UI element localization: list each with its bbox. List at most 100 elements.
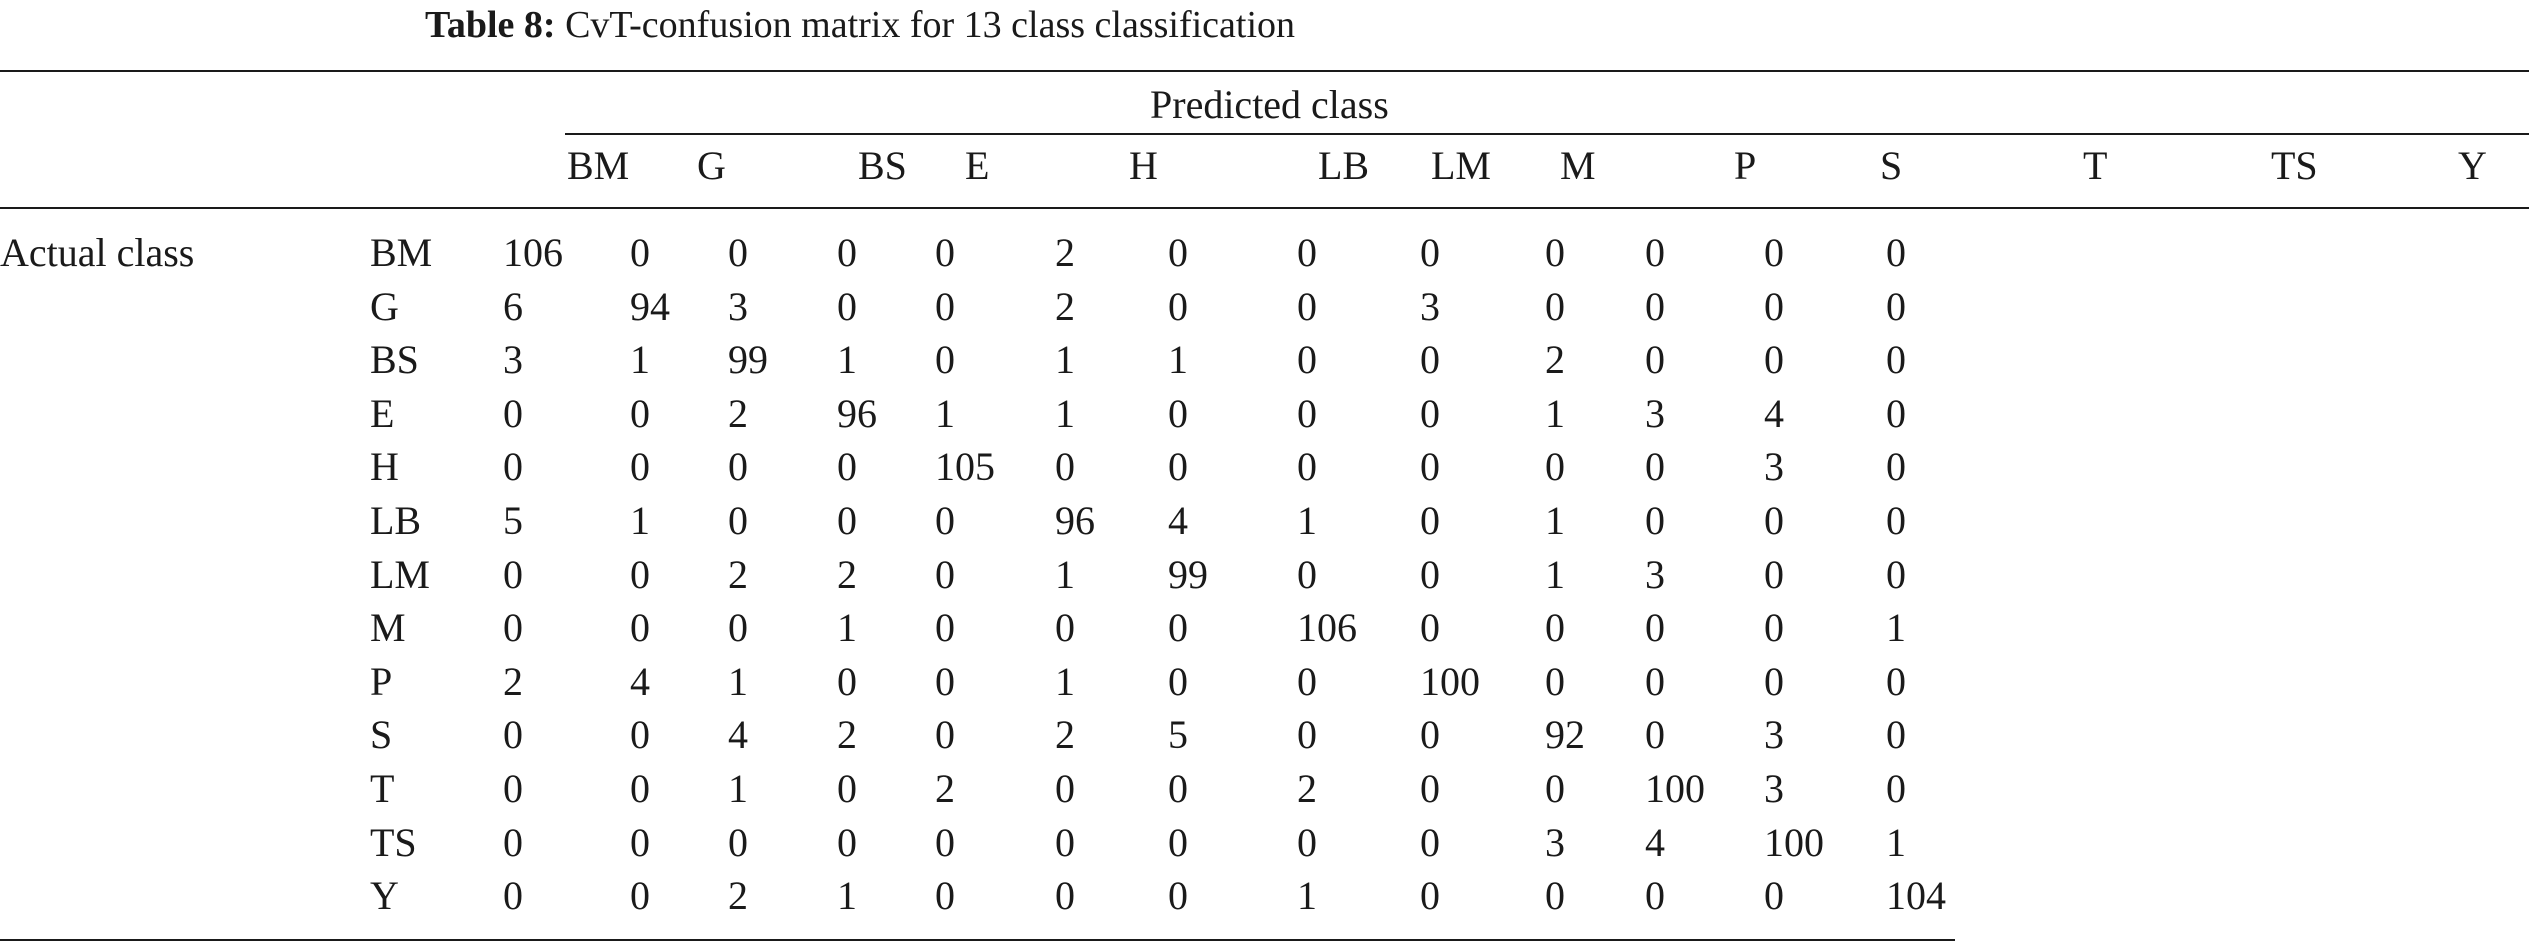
row-label-bs: BS [370, 337, 419, 383]
table-cell: 0 [1545, 283, 1565, 329]
table-cell: 0 [1764, 283, 1784, 329]
column-header-ts: TS [2271, 143, 2318, 188]
table-cell: 0 [630, 605, 650, 651]
table-cell: 0 [630, 551, 650, 597]
table-cell: 0 [837, 819, 857, 865]
table-cell: 3 [1764, 766, 1784, 811]
table-cell: 0 [630, 873, 650, 919]
table-cell: 0 [1545, 658, 1565, 704]
table-cell: 0 [1545, 605, 1565, 651]
table-cell: 2 [1055, 283, 1075, 329]
table-caption-text: CvT-confusion matrix for 13 class classi… [565, 4, 1296, 46]
table-cell: 0 [1886, 712, 1906, 758]
table-cell: 0 [503, 819, 523, 865]
column-header-lb: LB [1318, 143, 1370, 188]
table-cell: 0 [1545, 766, 1565, 811]
table-cell: 0 [1764, 551, 1784, 597]
row-label-p: P [370, 658, 393, 704]
table-cell: 0 [1886, 283, 1906, 329]
table-top-rule [0, 70, 2529, 72]
table-cell: 1 [1545, 551, 1565, 597]
table-cell: 0 [1420, 444, 1440, 490]
table-cell: 0 [935, 230, 955, 275]
table-cell: 0 [935, 605, 955, 651]
table-cell: 0 [1168, 283, 1188, 329]
table-cell: 0 [1545, 873, 1565, 919]
table-cell: 0 [1055, 873, 1075, 919]
table-cell: 0 [1764, 605, 1784, 651]
table-cell: 2 [728, 390, 748, 436]
table-cell: 3 [1764, 712, 1784, 758]
table-cell: 0 [935, 551, 955, 597]
table-cell: 1 [1545, 498, 1565, 543]
table-cell: 3 [1764, 444, 1784, 490]
table-cell: 0 [630, 766, 650, 811]
table-cell: 0 [1168, 230, 1188, 275]
column-header-p: P [1734, 143, 1757, 188]
table-cell: 0 [1168, 658, 1188, 704]
table-cell: 0 [1645, 658, 1665, 704]
table-cell: 106 [1297, 605, 1357, 651]
row-label-g: G [370, 283, 399, 329]
row-label-t: T [370, 766, 395, 811]
table-cell: 0 [1420, 390, 1440, 436]
table-cell: 0 [1055, 444, 1075, 490]
table-cell: 4 [728, 712, 748, 758]
table-cell: 1 [1886, 605, 1906, 651]
row-label-h: H [370, 444, 399, 490]
column-header-e: E [965, 143, 990, 188]
table-cell: 1 [630, 337, 650, 383]
table-cell: 0 [1420, 551, 1440, 597]
table-cell: 0 [1420, 766, 1440, 811]
table-cell: 0 [503, 873, 523, 919]
table-cell: 0 [935, 498, 955, 543]
table-caption: Table 8: CvT-confusion matrix for 13 cla… [425, 0, 1295, 50]
table-cell: 0 [1764, 498, 1784, 543]
table-cell: 0 [1420, 230, 1440, 275]
table-cell: 0 [503, 712, 523, 758]
table-cell: 1 [1886, 819, 1906, 865]
row-label-bm: BM [370, 230, 433, 275]
predicted-group-rule [565, 133, 2529, 135]
table-cell: 0 [1420, 819, 1440, 865]
table-cell: 0 [1168, 873, 1188, 919]
table-cell: 0 [1055, 819, 1075, 865]
table-cell: 1 [837, 337, 857, 383]
table-cell: 0 [630, 712, 650, 758]
table-cell: 0 [1886, 658, 1906, 704]
table-cell: 0 [1055, 766, 1075, 811]
table-cell: 2 [1055, 230, 1075, 275]
predicted-class-label: Predicted class [1150, 82, 1389, 127]
table-cell: 0 [1420, 498, 1440, 543]
table-caption-label: Table 8: [425, 4, 556, 46]
column-header-y: Y [2458, 143, 2487, 188]
table-cell: 0 [630, 819, 650, 865]
table-cell: 0 [935, 819, 955, 865]
table-cell: 4 [630, 658, 650, 704]
table-cell: 0 [1645, 605, 1665, 651]
table-cell: 1 [728, 766, 748, 811]
table-cell: 0 [1886, 337, 1906, 383]
row-label-m: M [370, 605, 406, 651]
table-cell: 2 [728, 873, 748, 919]
table-cell: 1 [1545, 390, 1565, 436]
table-cell: 1 [1168, 337, 1188, 383]
column-header-bs: BS [858, 143, 907, 188]
table-cell: 0 [503, 444, 523, 490]
table-cell: 0 [728, 605, 748, 651]
table-cell: 1 [1297, 498, 1317, 543]
table-cell: 0 [630, 444, 650, 490]
column-header-h: H [1129, 143, 1158, 188]
table-cell: 94 [630, 283, 670, 329]
table-cell: 3 [1420, 283, 1440, 329]
table-cell: 1 [837, 605, 857, 651]
column-header-s: S [1880, 143, 1903, 188]
row-label-e: E [370, 390, 395, 436]
table-cell: 3 [1645, 390, 1665, 436]
table-cell: 0 [935, 658, 955, 704]
table-cell: 0 [1886, 390, 1906, 436]
table-cell: 100 [1420, 658, 1480, 704]
column-header-m: M [1560, 143, 1596, 188]
table-cell: 2 [837, 712, 857, 758]
table-cell: 0 [837, 766, 857, 811]
